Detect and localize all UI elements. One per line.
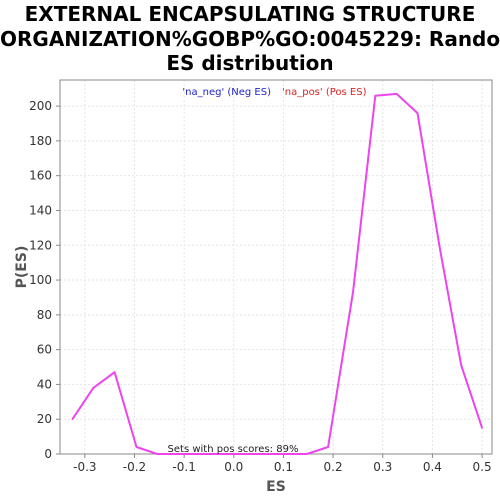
y-tick-label-7: 140 [29,203,52,217]
x-axis-label: ES [266,479,286,495]
chart-title: EXTERNAL ENCAPSULATING STRUCTURE ORGANIZ… [0,2,500,76]
x-tick-label-2: -0.1 [172,460,195,474]
x-tick-label-5: 0.2 [324,460,343,474]
title-line-2: ORGANIZATION%GOBP%GO:0045229: Random [0,26,500,51]
x-tick-label-3: 0.0 [224,460,243,474]
data-point-0-1 [92,387,95,389]
data-point-0-5 [177,453,180,455]
data-point-0-7 [220,453,223,455]
data-point-0-19 [481,427,483,429]
grid-lines [60,80,492,455]
y-tick-label-10: 200 [29,99,52,113]
x-tick-label-4: 0.1 [274,460,293,474]
data-point-0-9 [263,453,265,455]
x-tick-label-6: 0.3 [373,460,392,474]
y-ticks: 0 20 40 60 80 100 120 140 160 180 200 [29,99,60,461]
y-tick-label-8: 160 [29,169,52,183]
plot-background [60,80,492,454]
y-tick-label-3: 60 [37,343,52,357]
data-point-0-18 [460,364,463,367]
y-axis-label: P(ES) [14,246,30,289]
data-point-0-3 [135,446,138,448]
x-tick-label-1: -0.2 [123,460,146,474]
y-tick-label-6: 120 [29,238,52,252]
y-tick-label-4: 80 [37,308,52,322]
data-point-0-13 [352,291,354,294]
x-tick-label-7: 0.4 [423,460,442,474]
y-tick-label-9: 180 [29,134,52,148]
x-ticks: -0.3 -0.2 -0.1 0.0 0.1 0.2 0.3 0.4 0.5 [73,454,492,474]
x-tick-label-0: -0.3 [73,460,96,474]
title-line-1: EXTERNAL ENCAPSULATING STRUCTURE [24,2,476,26]
data-point-0-8 [241,453,244,455]
data-point-0-2 [113,371,116,374]
data-point-0-10 [284,453,287,455]
data-point-0-17 [439,247,441,250]
data-point-0-0 [71,418,74,421]
y-tick-label-2: 40 [37,377,52,391]
data-point-0-12 [327,446,329,448]
y-tick-label-1: 20 [37,412,52,426]
data-point-0-15 [395,93,398,95]
series-line-0 [71,92,484,455]
data-point-0-14 [374,94,377,97]
title-line-3: ES distribution [166,51,334,75]
y-tick-label-5: 100 [29,273,52,287]
annotation-pos-scores: Sets with pos scores: 89% [168,444,299,455]
legend-pos: 'na_pos' (Pos ES) [282,87,367,98]
data-point-0-16 [416,112,419,114]
legend-neg: 'na_neg' (Neg ES) [182,87,271,98]
y-tick-label-0: 0 [44,447,52,461]
series-group [71,92,484,455]
x-tick-label-8: 0.5 [473,460,492,474]
data-point-0-4 [156,453,159,455]
data-point-0-11 [305,453,308,455]
data-point-0-6 [199,453,201,455]
